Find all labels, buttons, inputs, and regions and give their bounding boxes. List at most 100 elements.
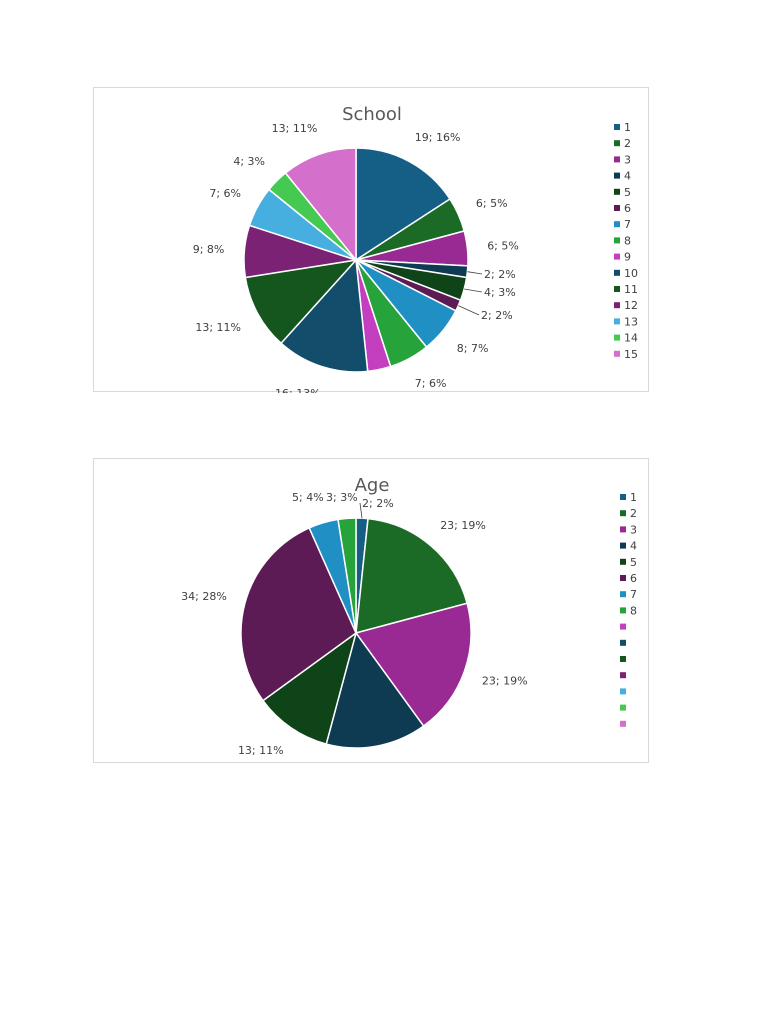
legend-label-8: 8: [630, 604, 637, 617]
pie-slice-4: [325, 631, 425, 749]
data-label-5: 4; 3%: [484, 286, 516, 299]
chart-title: School: [342, 104, 402, 125]
legend-swatch-5: [614, 188, 620, 195]
data-label-2: 6; 5%: [476, 197, 508, 210]
data-label-11: 13; 11%: [195, 321, 241, 334]
legend-swatch-1: [614, 124, 620, 130]
legend-label-2: 2: [630, 507, 637, 520]
data-label-13: 7; 6%: [209, 187, 241, 200]
pie-slice-11: [244, 258, 358, 345]
data-label-5: 13; 11%: [238, 744, 284, 757]
data-label-10: 16; 13%: [275, 387, 321, 393]
data-label-4: 2; 2%: [484, 268, 516, 281]
data-label-6: 34; 28%: [181, 590, 227, 603]
age-chart-svg: Age 2; 2%23; 19%23; 19%17; 14%13; 11%34;…: [181, 475, 637, 757]
legend-swatch-12: [614, 302, 620, 309]
data-label-2: 23; 19%: [440, 519, 486, 532]
legend-label-15: 15: [624, 348, 638, 361]
school-pie-chart: School 19; 16% 6; 5% 6; 5% 2; 2% 4; 3% 2; 2% 8…: [93, 87, 649, 393]
legend-label-11: 11: [624, 283, 638, 296]
pie-slice-10: [280, 258, 369, 373]
legend-swatch-9: [614, 253, 620, 260]
label-leader-line: [464, 288, 483, 293]
school-chart-svg: School 19; 16% 6; 5% 6; 5% 2; 2% 4; 3% 2; 2% 8…: [193, 104, 638, 393]
legend-swatch-1: [620, 494, 626, 500]
age-pie-chart: Age 2; 2%23; 19%23; 19%17; 14%13; 11%34;…: [93, 458, 649, 763]
pie-slice-1: [355, 147, 451, 262]
legend-label-2: 2: [624, 137, 631, 150]
legend-swatch-13: [614, 318, 620, 325]
data-label-7: 5; 4%: [292, 491, 324, 504]
legend-label-7: 7: [630, 588, 637, 601]
legend-label-4: 4: [624, 170, 631, 183]
data-label-9: 4; 3%: [369, 391, 401, 393]
legend-label-3: 3: [624, 153, 631, 166]
legend-swatch-11: [614, 286, 620, 292]
pie-slices: [243, 147, 469, 373]
legend-label-14: 14: [624, 332, 638, 345]
data-label-14: 4; 3%: [233, 155, 265, 168]
data-label-8: 7; 6%: [415, 377, 447, 390]
data-labels: 2; 2%23; 19%23; 19%17; 14%13; 11%34; 28%…: [181, 491, 528, 757]
legend-swatch-14: [614, 334, 620, 341]
legend-swatch-15: [620, 720, 626, 727]
pie-slice-8: [337, 517, 357, 634]
legend-swatch-2: [620, 510, 626, 517]
label-leader-line: [359, 502, 363, 519]
legend-label-1: 1: [624, 121, 631, 134]
pie-slice-2: [355, 517, 468, 635]
legend-swatch-8: [614, 237, 620, 244]
legend-swatch-4: [620, 542, 626, 549]
data-label-7: 8; 7%: [457, 342, 489, 355]
label-leader-line: [467, 271, 483, 275]
legend-label-9: 9: [624, 251, 631, 264]
legend-swatch-7: [614, 221, 620, 228]
legend-swatch-3: [614, 156, 620, 163]
legend-swatch-3: [620, 526, 626, 533]
data-label-15: 13; 11%: [272, 122, 318, 135]
legend-swatch-12: [620, 672, 626, 679]
legend-swatch-9: [620, 623, 626, 630]
label-leader-line: [458, 305, 480, 316]
legend-swatch-13: [620, 688, 626, 695]
pie-slice-3: [354, 602, 472, 728]
legend-label-7: 7: [624, 218, 631, 231]
data-label-6: 2; 2%: [481, 309, 513, 322]
legend-label-5: 5: [630, 556, 637, 569]
legend-swatch-2: [614, 140, 620, 147]
legend-swatch-10: [620, 639, 626, 646]
data-label-12: 9; 8%: [193, 243, 225, 256]
data-label-1: 2; 2%: [362, 497, 394, 510]
legend-swatch-11: [620, 656, 626, 662]
legend-label-6: 6: [630, 572, 637, 585]
legend-label-5: 5: [624, 186, 631, 199]
legend-label-6: 6: [624, 202, 631, 215]
pie-slice-5: [261, 631, 358, 745]
legend-label-4: 4: [630, 540, 637, 553]
legend: 1 2 3 4 5 6 7 8: [620, 491, 637, 727]
data-label-1: 19; 16%: [415, 131, 461, 144]
legend-label-10: 10: [624, 267, 638, 280]
legend-swatch-14: [620, 704, 626, 711]
legend-label-12: 12: [624, 299, 638, 312]
legend-label-1: 1: [630, 491, 637, 504]
legend-swatch-6: [620, 575, 626, 581]
legend-swatch-4: [614, 172, 620, 179]
legend-label-13: 13: [624, 315, 638, 328]
data-label-3: 23; 19%: [482, 674, 528, 687]
legend-swatch-15: [614, 350, 620, 357]
legend-swatch-7: [620, 591, 626, 598]
pie-slice-6: [240, 526, 357, 702]
data-label-3: 6; 5%: [487, 239, 519, 252]
legend-label-3: 3: [630, 523, 637, 536]
legend-swatch-8: [620, 607, 626, 614]
legend-label-8: 8: [624, 234, 631, 247]
legend-swatch-10: [614, 269, 620, 276]
pie-slices: [240, 517, 472, 749]
legend-swatch-6: [614, 205, 620, 211]
data-label-8: 3; 3%: [326, 491, 358, 504]
data-labels: 19; 16% 6; 5% 6; 5% 2; 2% 4; 3% 2; 2% 8; 7% 7; …: [193, 122, 519, 393]
pie-slice-15: [284, 147, 357, 263]
chart-title: Age: [355, 475, 390, 496]
